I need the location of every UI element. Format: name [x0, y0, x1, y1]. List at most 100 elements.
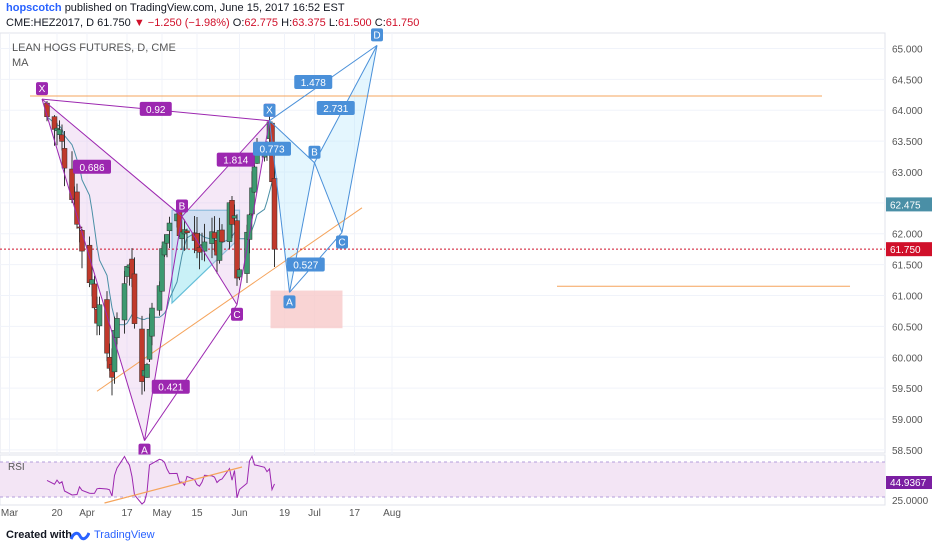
- candle-up: [201, 241, 208, 252]
- rsi-axis-tick: 25.0000: [892, 496, 929, 507]
- rsi-value-label: 44.9367: [890, 478, 927, 489]
- pattern2-point-label: B: [311, 148, 318, 159]
- candle-down: [229, 200, 235, 225]
- target-zone: [270, 290, 343, 329]
- candle-down: [51, 116, 58, 130]
- x-tick-label: 19: [279, 508, 291, 519]
- candle-up: [166, 222, 173, 232]
- pattern1-triangle-bcd: [182, 120, 270, 305]
- candle-up: [144, 364, 150, 378]
- low-value: 61.500: [338, 17, 372, 29]
- y-tick-label: 61.500: [892, 261, 923, 272]
- author-link[interactable]: hopscotch: [6, 2, 62, 14]
- current-price-label-badge: [886, 242, 932, 257]
- pattern1-ratio: 0.686: [79, 163, 104, 174]
- y-tick-label: 63.500: [892, 137, 923, 148]
- pattern2-ratio: 0.773: [259, 145, 284, 156]
- candle-down: [104, 299, 110, 354]
- x-tick-label: Jun: [231, 508, 247, 519]
- x-tick-label: 15: [191, 508, 203, 519]
- pattern1-leg: [41, 98, 183, 217]
- pattern1-leg: [181, 216, 238, 306]
- pattern2-point-badge: [283, 295, 296, 309]
- candle-up: [124, 266, 130, 277]
- pattern2-point-badge: [308, 145, 321, 159]
- open-label: O:: [232, 17, 245, 29]
- pattern2-leg: [269, 120, 315, 164]
- rsi-line: [46, 454, 275, 505]
- candle-down: [184, 230, 190, 234]
- high-label: H:: [281, 17, 293, 29]
- pattern2-point-label: A: [286, 297, 293, 308]
- pattern1-ratio-badge: [73, 159, 111, 174]
- pattern1-point-badge: [231, 307, 243, 321]
- pattern2-triangle-bcd: [314, 45, 377, 233]
- candle-up: [56, 129, 63, 135]
- candle-down: [211, 232, 218, 239]
- publish-line: hopscotch published on TradingView.com, …: [6, 2, 345, 14]
- y-tick-label: 59.000: [892, 415, 923, 426]
- pattern2-point-badge: [371, 28, 383, 42]
- pattern2-ratio: 2.731: [323, 104, 348, 115]
- pattern2-point-label: C: [338, 238, 345, 249]
- pattern1-leg: [144, 216, 183, 441]
- x-tick-label: 17: [349, 508, 361, 519]
- pattern2-point-badge: [336, 235, 348, 249]
- pattern1-ratio: 0.92: [146, 105, 166, 116]
- candle-down: [91, 283, 98, 309]
- x-tick-label: Apr: [79, 508, 95, 519]
- ma-price-label-badge: [886, 197, 932, 212]
- close-value: 61.750: [385, 17, 420, 29]
- x-tick-label: Mar: [1, 508, 19, 519]
- candle-up: [236, 269, 243, 278]
- candle-up: [96, 304, 103, 327]
- pattern1-leg: [144, 304, 238, 441]
- x-tick-label: 17: [121, 508, 133, 519]
- pattern2-ratio: 0.527: [293, 260, 318, 271]
- publish-info: published on TradingView.com, June 15, 2…: [64, 2, 345, 14]
- candle-down: [219, 229, 225, 243]
- rsi-value-badge: [886, 476, 932, 489]
- x-tick-label: 20: [51, 508, 63, 519]
- pattern2-ratio-badge: [294, 75, 333, 90]
- y-tick-label: 63.000: [892, 168, 923, 179]
- pattern2-point-label: X: [266, 106, 273, 117]
- candle-down: [271, 178, 278, 250]
- y-tick-label: 61.000: [892, 292, 923, 303]
- candle-up: [164, 234, 170, 244]
- pattern1-ratio-badge: [139, 101, 172, 116]
- pattern1-point-label: C: [233, 310, 240, 321]
- chart-canvas[interactable]: XABCXXABCD0.6860.921.8140.4210.7731.4782…: [0, 0, 932, 522]
- y-tick-label: 64.000: [892, 106, 923, 117]
- pattern2-point-label: D: [373, 30, 380, 41]
- candle-up: [89, 279, 95, 285]
- candle-down: [61, 148, 68, 169]
- x-tick-label: May: [153, 508, 172, 519]
- pattern1-ratio-badge: [151, 379, 190, 394]
- low-label: L:: [328, 17, 339, 29]
- pattern1-leg: [41, 98, 145, 441]
- symbol-label: CME:HEZ2017, D: [6, 17, 95, 29]
- candle-up: [251, 166, 258, 193]
- x-tick-label: Jul: [308, 508, 321, 519]
- candle-up: [149, 307, 155, 337]
- ma-price-label: 62.475: [890, 200, 921, 211]
- candle-down: [131, 273, 138, 324]
- y-tick-label: 64.500: [892, 75, 923, 86]
- down-arrow-icon: ▼: [133, 17, 145, 29]
- pattern2-leg: [341, 45, 378, 233]
- y-tick-label: 65.000: [892, 44, 923, 55]
- pattern2-ratio-badge: [253, 141, 291, 156]
- rsi-title: RSI: [8, 462, 25, 473]
- candle-down: [59, 134, 65, 142]
- y-tick-label: 60.500: [892, 322, 923, 333]
- tradingview-brand-link[interactable]: TradingView: [94, 529, 155, 541]
- candle-down: [234, 220, 240, 279]
- footer: Created with TradingView: [0, 522, 932, 550]
- y-tick-label: 60.000: [892, 353, 923, 364]
- pattern1-point-label: B: [179, 201, 186, 212]
- pattern1-ratio: 0.421: [158, 383, 183, 394]
- ma-indicator-label: MA: [12, 57, 29, 69]
- pattern2-ratio-badge: [286, 257, 325, 272]
